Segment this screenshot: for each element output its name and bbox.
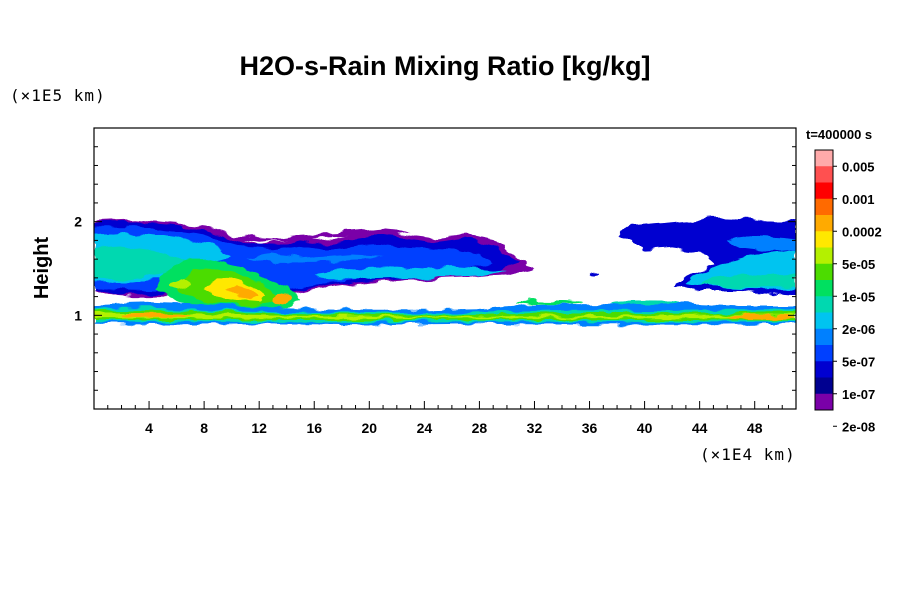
x-tick-label: 12: [251, 420, 267, 436]
x-tick-label: 16: [306, 420, 322, 436]
colorbar-swatch: [815, 231, 833, 248]
colorbar-label: 1e-05: [842, 289, 875, 304]
x-tick-label: 48: [747, 420, 763, 436]
colorbar: 0.005 0.001 0.0002 5e-05 1e-05 2e-06 5e-07 1e-0…: [814, 149, 882, 434]
x-tick-label: 8: [200, 420, 208, 436]
x-tick-label: 32: [527, 420, 543, 436]
colorbar-label: 0.001: [842, 192, 875, 207]
colorbar-swatch: [815, 296, 833, 313]
colorbar-swatch: [815, 182, 833, 200]
colorbar-frame: [814, 149, 834, 411]
core-red-spot: [272, 293, 290, 306]
colorbar-label: 1e-07: [842, 387, 875, 402]
x-tick-label: 28: [472, 420, 488, 436]
colorbar-swatch: [815, 377, 833, 395]
colorbar-label: 2e-08: [842, 419, 875, 434]
band-red-right: [727, 315, 796, 320]
colorbar-swatch: [815, 328, 833, 346]
colorbar-swatch: [815, 361, 833, 378]
band-orange: [94, 313, 796, 319]
band-red-left: [121, 313, 191, 318]
colorbar-swatch: [815, 393, 833, 411]
x-tick-label: 36: [582, 420, 598, 436]
band-bump-right: [610, 300, 680, 306]
colorbar-swatch: [815, 150, 833, 167]
colorbar-swatch: [815, 215, 833, 232]
y-unit-label: (×1E5 km): [10, 86, 106, 105]
x-unit-label: (×1E4 km): [700, 445, 796, 464]
colorbar-swatch: [815, 280, 833, 297]
colorbar-label: 2e-06: [842, 322, 875, 337]
colorbar-swatch: [815, 312, 833, 330]
y-tick-label: 1: [74, 307, 82, 323]
colorbar-label: 0.005: [842, 159, 875, 174]
colorbar-swatch: [815, 263, 833, 281]
colorbar-swatch: [815, 247, 833, 265]
cloud-light-right: [727, 236, 796, 252]
data-field: [94, 217, 796, 325]
x-tick-label: 4: [145, 420, 153, 436]
cloud-cyan-mid: [314, 266, 507, 280]
cloud-light-mid: [245, 253, 384, 263]
core-orange-spot: [171, 279, 191, 290]
cloud-teal-right: [699, 273, 796, 288]
time-label: t=400000 s: [806, 127, 872, 142]
chart-title: H2O-s-Rain Mixing Ratio [kg/kg]: [239, 51, 650, 81]
x-tick-label: 24: [417, 420, 433, 436]
colorbar-label: 5e-05: [842, 257, 875, 272]
band-bump-mid: [513, 300, 583, 305]
x-tick-label: 40: [637, 420, 653, 436]
core-red: [226, 283, 260, 301]
x-tick-label: 20: [362, 420, 378, 436]
colorbar-label: 0.0002: [842, 224, 882, 239]
cloud-anvil-wisp: [217, 228, 411, 243]
colorbar-swatch: [815, 166, 833, 183]
plot-frame: [93, 127, 797, 410]
colorbar-swatch: [815, 345, 833, 362]
cloud-speck: [588, 272, 600, 276]
y-axis-label: Height: [31, 237, 53, 300]
colorbar-label: 5e-07: [842, 354, 875, 369]
colorbar-swatch: [815, 198, 833, 216]
y-tick-label: 2: [74, 214, 82, 230]
x-tick-label: 44: [692, 420, 708, 436]
